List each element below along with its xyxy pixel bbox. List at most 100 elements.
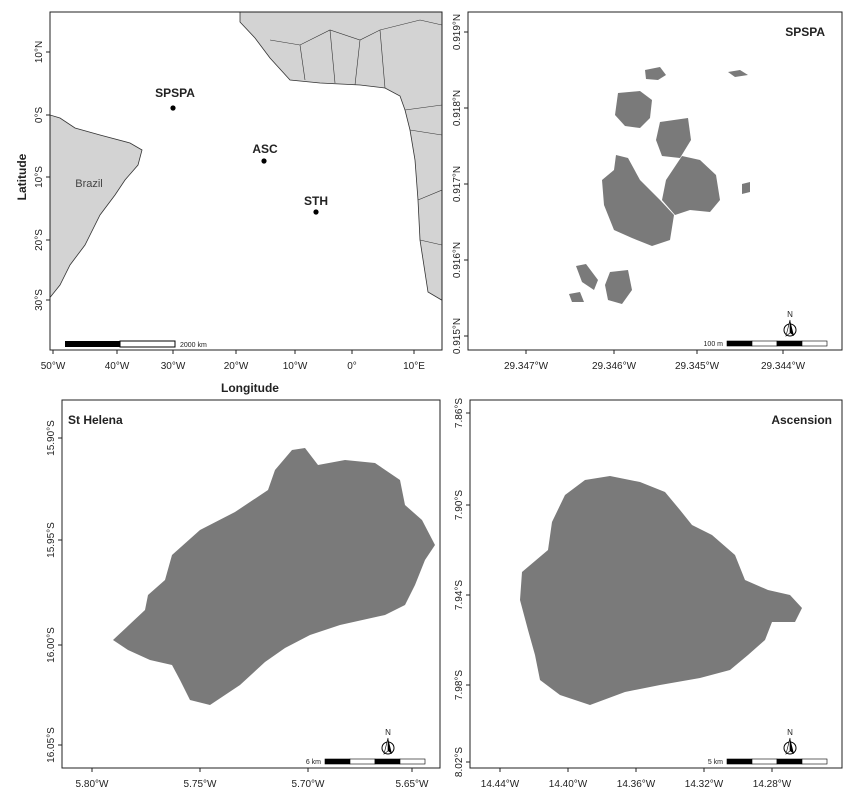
site-label: SPSPA	[155, 86, 195, 100]
island	[645, 67, 666, 80]
y-tick-label: 20°S	[34, 229, 45, 251]
y-tick-label: 7.94°S	[454, 580, 465, 610]
africa	[239, 12, 442, 301]
site-point	[261, 158, 267, 164]
x-axis-title: Longitude	[221, 381, 279, 395]
north-arrow	[785, 319, 791, 337]
scale-bar	[349, 758, 376, 765]
scale-bar	[726, 758, 753, 765]
frame	[61, 399, 441, 769]
site-label: ASC	[252, 142, 278, 156]
x-tick-label: 5.65°W	[396, 779, 429, 790]
y-tick-label: 16.05°S	[46, 727, 57, 763]
panel-title: Ascension	[771, 413, 832, 427]
island	[605, 270, 632, 304]
north-arrow	[388, 738, 392, 754]
frame	[469, 399, 843, 769]
x-tick-label: 29.346°W	[592, 361, 637, 372]
x-tick-label: 5.75°W	[184, 779, 217, 790]
y-tick-label: 0.919°N	[452, 14, 463, 50]
north-label: N	[787, 728, 793, 737]
scale-bar	[65, 341, 120, 347]
x-tick-label: 14.32°W	[685, 779, 724, 790]
island	[742, 182, 750, 194]
island	[656, 118, 691, 158]
scale-label: 2000 km	[180, 342, 207, 349]
scale-bar	[776, 340, 803, 347]
y-tick-label: 7.90°S	[454, 490, 465, 520]
x-tick-label: 30°W	[161, 361, 186, 372]
country-label: Brazil	[75, 178, 103, 190]
site-point	[313, 209, 319, 215]
y-tick-label: 0.918°N	[452, 90, 463, 126]
x-tick-label: 0°	[347, 361, 357, 372]
ascension-map: Ascension	[469, 399, 843, 769]
scale-bar	[776, 758, 803, 765]
frame	[49, 11, 443, 351]
island	[728, 70, 748, 77]
y-axis-title: Latitude	[15, 153, 29, 200]
y-tick-label: 8.02°S	[454, 747, 465, 777]
y-tick-label: 10°N	[34, 41, 45, 63]
south-america	[50, 114, 143, 299]
x-tick-label: 29.344°W	[761, 361, 806, 372]
x-tick-label: 14.44°W	[481, 779, 520, 790]
scale-bar	[399, 758, 426, 765]
island	[113, 448, 435, 705]
y-tick-label: 30°S	[34, 289, 45, 311]
north-arrow	[785, 737, 791, 755]
scale-bar	[726, 340, 753, 347]
scale-bar	[374, 758, 401, 765]
y-tick-label: 0.917°N	[452, 166, 463, 202]
scale-bar	[324, 758, 351, 765]
scale-bar	[801, 340, 828, 347]
y-tick-label: 0.915°N	[452, 318, 463, 354]
x-tick-label: 10°E	[403, 361, 425, 372]
y-tick-label: 15.95°S	[46, 522, 57, 558]
x-tick-label: 40°W	[105, 361, 130, 372]
y-tick-label: 0°S	[34, 107, 45, 124]
x-tick-label: 20°W	[224, 361, 249, 372]
scale-label: 5 km	[708, 759, 723, 766]
scale-bar	[751, 758, 778, 765]
island	[576, 264, 598, 290]
island	[520, 476, 802, 705]
y-tick-label: 7.98°S	[454, 670, 465, 700]
y-tick-label: 16.00°S	[46, 627, 57, 663]
y-tick-label: 15.90°S	[46, 420, 57, 456]
scale-label: 100 m	[704, 341, 724, 348]
st-helena-map: St Helena	[61, 399, 441, 769]
frame	[467, 11, 843, 351]
x-tick-label: 29.347°W	[504, 361, 549, 372]
site-label: STH	[304, 194, 328, 208]
x-tick-label: 5.70°W	[292, 779, 325, 790]
panel-title: St Helena	[68, 413, 123, 427]
x-tick-label: 14.36°W	[617, 779, 656, 790]
panel-title: SPSPA	[785, 25, 825, 39]
scale-bar	[751, 340, 778, 347]
site-point	[170, 105, 176, 111]
x-tick-label: 5.80°W	[76, 779, 109, 790]
scale-label: 6 km	[306, 759, 321, 766]
overview-map: SPSPA ASC STH Brazil 2000 km Longitude L…	[15, 11, 443, 395]
axes: 50°W 40°W 30°W 20°W 10°W 0° 10°E 10°N 0°S 10°S 20°…	[34, 14, 828, 790]
north-arrow	[790, 738, 794, 754]
north-label: N	[385, 728, 391, 737]
north-label: N	[787, 310, 793, 319]
island	[615, 91, 652, 128]
x-tick-label: 10°W	[283, 361, 308, 372]
island	[662, 156, 720, 215]
scale-bar	[119, 340, 176, 348]
y-tick-label: 7.86°S	[454, 398, 465, 428]
island	[569, 292, 584, 302]
north-arrow	[383, 737, 389, 755]
x-tick-label: 14.28°W	[753, 779, 792, 790]
island	[602, 155, 674, 246]
y-tick-label: 0.916°N	[452, 242, 463, 278]
y-tick-label: 10°S	[34, 166, 45, 188]
scale-bar	[801, 758, 828, 765]
x-tick-label: 50°W	[41, 361, 66, 372]
x-tick-label: 14.40°W	[549, 779, 588, 790]
x-tick-label: 29.345°W	[675, 361, 720, 372]
